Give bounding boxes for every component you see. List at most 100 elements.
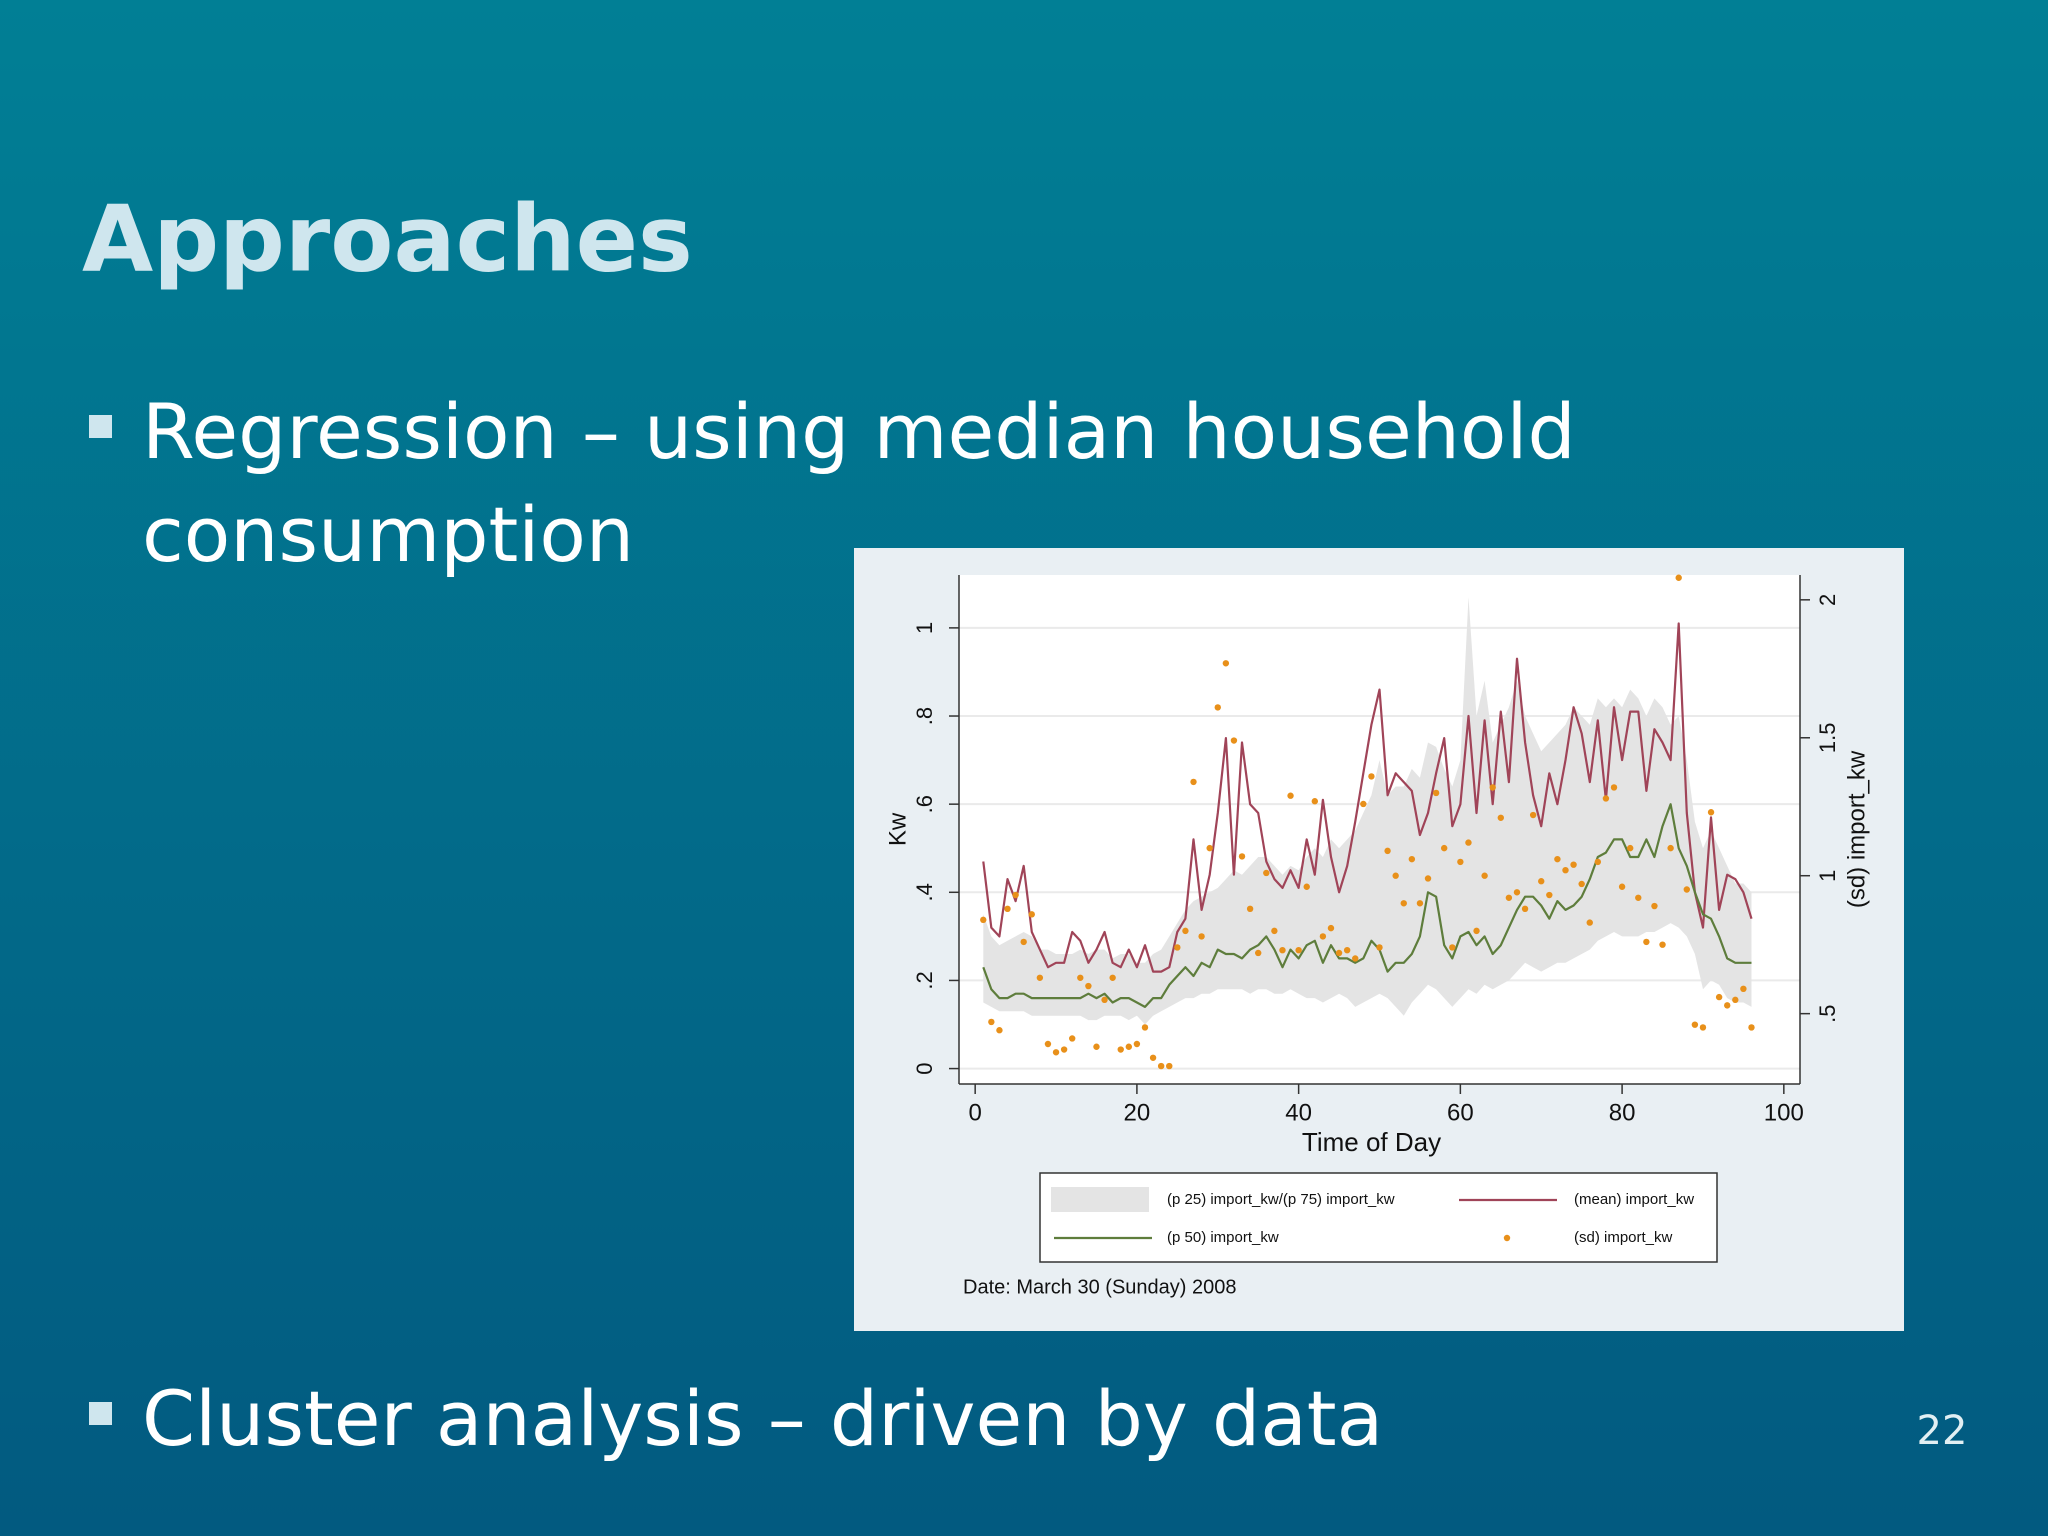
- sd-dot: [1481, 872, 1488, 879]
- sd-dot: [1012, 891, 1019, 899]
- bullet-marker: [89, 415, 112, 438]
- sd-dot: [1263, 869, 1270, 877]
- sd-dot: [1505, 894, 1513, 901]
- sd-dot: [1586, 919, 1593, 926]
- sd-dot: [1157, 1062, 1165, 1070]
- sd-dot: [1101, 996, 1108, 1004]
- legend-box: [1039, 1172, 1718, 1263]
- sd-dot: [1214, 704, 1221, 711]
- legend-label: (sd) import_kw: [1574, 1229, 1673, 1246]
- sd-dot: [1424, 875, 1432, 882]
- x-tick-label: 80: [1609, 1099, 1636, 1126]
- sd-dot: [1440, 844, 1448, 852]
- sd-dot: [1182, 927, 1189, 935]
- sd-dot: [1060, 1046, 1068, 1053]
- bullet-marker: [89, 1402, 112, 1425]
- sd-dot: [1117, 1046, 1124, 1053]
- y2-axis-title: (sd) import_kw: [1843, 750, 1870, 908]
- y2-tick-label: .5: [1815, 1004, 1840, 1022]
- x-tick-label: 100: [1764, 1099, 1804, 1126]
- sd-dot: [1457, 858, 1464, 866]
- sd-dot: [1748, 1024, 1755, 1031]
- sd-dot: [1327, 924, 1335, 932]
- legend-label: (p 50) import_kw: [1167, 1229, 1279, 1246]
- sd-dot: [1626, 844, 1634, 852]
- sd-dot: [1303, 883, 1310, 890]
- series-line: [982, 803, 1752, 1008]
- bullet-text: Cluster analysis – driven by data: [142, 1374, 1383, 1463]
- sd-dot: [1602, 795, 1610, 802]
- x-tick-label: 0: [968, 1099, 981, 1126]
- sd-dot: [1699, 1024, 1707, 1031]
- sd-dot: [1538, 878, 1545, 885]
- x-axis-title: Time of Day: [1302, 1127, 1441, 1157]
- sd-dot: [1206, 844, 1213, 852]
- sd-dot: [1578, 880, 1585, 888]
- sd-dot: [1724, 1002, 1731, 1009]
- bullet-text: consumption: [142, 490, 634, 579]
- sd-dot: [1546, 891, 1553, 899]
- sd-dot: [1069, 1035, 1076, 1042]
- y-tick-label: 0: [912, 1062, 937, 1074]
- sd-dot: [1618, 883, 1626, 890]
- sd-dot: [1416, 900, 1424, 907]
- y2-tick-label: 1: [1815, 870, 1840, 882]
- sd-dot: [1594, 858, 1602, 866]
- sd-dot: [996, 1027, 1003, 1034]
- sd-dot: [1044, 1040, 1052, 1048]
- sd-dot: [1311, 798, 1319, 805]
- sd-dot: [1675, 574, 1682, 581]
- sd-dot: [1368, 773, 1375, 780]
- sd-dot: [1149, 1054, 1157, 1061]
- sd-dot: [1643, 938, 1650, 946]
- sd-dot: [1497, 814, 1504, 821]
- sd-dot: [1109, 974, 1116, 981]
- sd-dot: [1271, 927, 1278, 935]
- sd-dot: [980, 916, 987, 924]
- sd-dot: [1238, 853, 1246, 860]
- sd-dot: [1715, 993, 1723, 1001]
- sd-dot: [1052, 1049, 1060, 1056]
- sd-dot: [1004, 905, 1011, 913]
- sd-dot: [1408, 855, 1416, 863]
- x-tick-label: 60: [1447, 1099, 1474, 1126]
- sd-dot: [1319, 933, 1327, 940]
- y-tick-label: .6: [912, 795, 937, 813]
- x-tick-label: 20: [1124, 1099, 1151, 1126]
- sd-dot: [1077, 974, 1084, 981]
- sd-dot: [1489, 784, 1496, 791]
- sd-dot: [1141, 1024, 1149, 1031]
- sd-dot: [1352, 955, 1359, 962]
- sd-dot: [1473, 927, 1480, 935]
- bullet-text: Regression – using median household: [142, 387, 1576, 476]
- y-axis-title: Kw: [884, 812, 911, 846]
- sd-dot: [1707, 809, 1715, 816]
- sd-dot: [1570, 861, 1577, 868]
- sd-dot: [1521, 905, 1529, 913]
- sd-dot: [1691, 1021, 1699, 1028]
- iqr-band: [983, 597, 1752, 1025]
- sd-dot: [1432, 789, 1440, 797]
- slide-title: Approaches: [82, 185, 693, 292]
- legend-label: (mean) import_kw: [1574, 1191, 1694, 1208]
- sd-dot: [1635, 894, 1642, 901]
- legend-swatch: [1503, 1234, 1511, 1242]
- sd-dot: [1230, 737, 1238, 744]
- sd-dot: [1093, 1043, 1100, 1050]
- sd-dot: [1562, 866, 1569, 874]
- sd-dot: [1651, 902, 1658, 910]
- sd-dot: [1166, 1062, 1173, 1070]
- sd-dot: [1610, 784, 1618, 791]
- y-tick-label: .8: [912, 707, 937, 725]
- sd-dot: [1279, 946, 1286, 954]
- y-tick-label: .4: [912, 883, 937, 901]
- sd-dot: [1343, 946, 1351, 954]
- sd-dot: [1255, 949, 1262, 957]
- sd-dot: [1384, 847, 1391, 855]
- sd-dot: [1465, 839, 1472, 846]
- sd-dot: [1246, 905, 1254, 913]
- sd-dot: [1740, 985, 1747, 993]
